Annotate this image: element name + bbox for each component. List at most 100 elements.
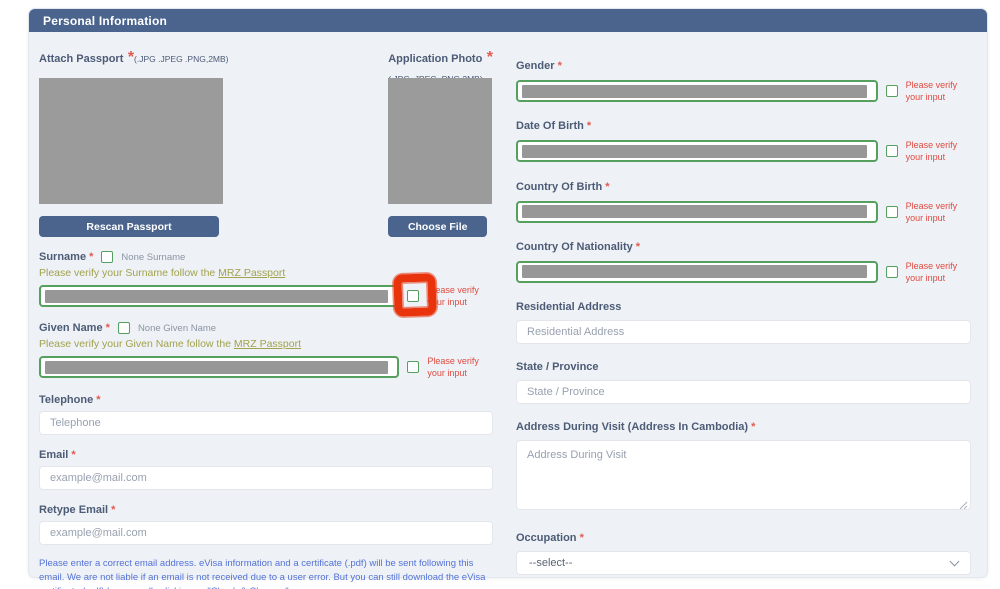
surname-label: Surname * [39,251,94,263]
address-during-visit-textarea-wrap [516,435,971,515]
given-name-field-block: Given Name * None Given Name Please veri… [39,322,493,379]
nationality-verify-checkbox[interactable] [885,265,898,278]
state-province-field-block: State / Province [516,357,971,405]
occupation-label: Occupation * [516,532,584,545]
redacted-value [522,265,867,279]
telephone-label-row: Telephone * [39,394,493,406]
redacted-value [45,289,389,303]
retype-email-field-block: Retype Email * [39,504,493,545]
country-of-birth-label: Country Of Birth * [516,180,610,193]
country-of-birth-field-block: Country Of Birth * Please verify your in… [516,177,971,224]
left-column: Attach Passport *(.JPG .JPEG .PNG,2MB) R… [39,32,493,589]
nationality-verify-text: Please verify your input [905,260,958,283]
section-header: Personal Information [29,9,987,32]
required-mark: * [486,49,493,66]
surname-label-row: Surname * None Surname [39,251,493,263]
none-given-name-label: None Given Name [137,322,217,334]
surname-field-block: Surname * None Surname Please verify you… [39,251,493,317]
address-during-visit-label: Address During Visit (Address In Cambodi… [516,421,756,434]
dob-verify-text: Please verify your input [905,140,958,163]
gender-input[interactable] [516,80,878,103]
redacted-value [522,144,867,158]
residential-address-input[interactable] [516,320,971,345]
email-field-block: Email * [39,449,493,490]
country-of-birth-input[interactable] [516,200,878,223]
upload-row: Attach Passport *(.JPG .JPEG .PNG,2MB) R… [39,48,493,237]
state-province-label: State / Province [516,361,599,374]
dob-field-block: Date Of Birth * Please verify your input [516,116,971,163]
section-title: Personal Information [43,13,168,28]
given-name-label: Given Name * [39,322,110,335]
application-photo-label: Application Photo [388,53,483,65]
surname-hint-text: Please verify your Surname follow the [39,267,219,279]
occupation-select[interactable]: --select-- [516,551,971,576]
retype-email-label-row: Retype Email * [39,504,493,516]
telephone-label: Telephone * [39,393,101,406]
occupation-field-block: Occupation * --select-- [516,528,971,576]
given-name-hint-text: Please verify your Given Name follow the [39,338,234,351]
nationality-input[interactable] [516,260,878,283]
country-of-birth-verify-row: Please verify your input [516,200,971,224]
address-during-visit-textarea[interactable] [516,440,971,511]
none-surname-label: None Surname [121,251,186,263]
gender-verify-checkbox[interactable] [885,85,898,98]
application-photo-preview-image [388,78,493,204]
passport-upload-block: Attach Passport *(.JPG .JPEG .PNG,2MB) R… [39,48,229,237]
gender-verify-text: Please verify your input [905,80,958,103]
state-province-input[interactable] [516,380,971,405]
country-of-birth-verify-text: Please verify your input [905,200,958,223]
form-body: Attach Passport *(.JPG .JPEG .PNG,2MB) R… [29,32,987,589]
given-name-verify-text: Please verify your input [427,356,479,379]
email-label: Email * [39,448,76,461]
photo-upload-block: Application Photo * (.JPG .JPEG .PNG,2MB… [388,48,493,237]
country-of-birth-verify-checkbox[interactable] [885,205,898,218]
dob-input[interactable] [516,140,878,163]
given-name-verify-row: Please verify your input [39,355,493,379]
nationality-field-block: Country Of Nationality * Please verify y… [516,237,971,284]
telephone-input[interactable] [39,410,493,435]
surname-mrz-hint: Please verify your Surname follow the MR… [39,267,493,279]
email-label-row: Email * [39,449,493,461]
none-given-name-checkbox[interactable] [117,322,130,335]
passport-preview-image [39,78,223,204]
retype-email-label: Retype Email * [39,503,116,516]
dob-verify-checkbox[interactable] [885,145,898,158]
mrz-passport-link[interactable]: MRZ Passport [218,267,286,279]
choose-file-button[interactable]: Choose File [388,216,488,237]
surname-input[interactable] [39,285,400,308]
gender-label: Gender * [516,60,562,72]
given-name-verify-checkbox[interactable] [407,361,420,374]
red-marker-annotation [393,273,437,317]
redacted-value [522,84,867,98]
telephone-field-block: Telephone * [39,394,493,435]
right-column: Gender * Please verify your input Date O… [516,32,971,589]
dob-verify-row: Please verify your input [516,139,971,163]
address-during-visit-field-block: Address During Visit (Address In Cambodi… [516,417,971,515]
attach-passport-label-area: Attach Passport *(.JPG .JPEG .PNG,2MB) [39,48,229,78]
redacted-value [522,205,867,219]
surname-verify-checkbox[interactable] [407,290,420,303]
occupation-select-value: --select-- [529,557,573,570]
gender-field-block: Gender * Please verify your input [516,56,971,103]
residential-address-label: Residential Address [516,301,622,314]
attach-passport-label: Attach Passport [39,53,124,65]
chevron-down-icon [949,556,960,567]
residential-address-field-block: Residential Address [516,297,971,345]
required-mark: * [127,49,135,66]
nationality-label: Country Of Nationality * [516,240,641,253]
surname-verify-text: Please verify your input [427,285,479,308]
rescan-passport-button[interactable]: Rescan Passport [39,216,219,237]
given-name-input[interactable] [39,356,400,379]
nationality-verify-row: Please verify your input [516,260,971,284]
given-name-label-row: Given Name * None Given Name [39,322,493,335]
mrz-passport-link[interactable]: MRZ Passport [233,338,302,351]
retype-email-input[interactable] [39,520,493,545]
passport-format-note: (.JPG .JPEG .PNG,2MB) [134,54,229,64]
gender-verify-row: Please verify your input [516,79,971,103]
surname-verify-row: Please verify your input [39,273,493,317]
email-input[interactable] [39,465,493,490]
none-surname-checkbox[interactable] [101,251,114,263]
redacted-value [45,360,389,374]
given-name-mrz-hint: Please verify your Given Name follow the… [39,338,493,350]
